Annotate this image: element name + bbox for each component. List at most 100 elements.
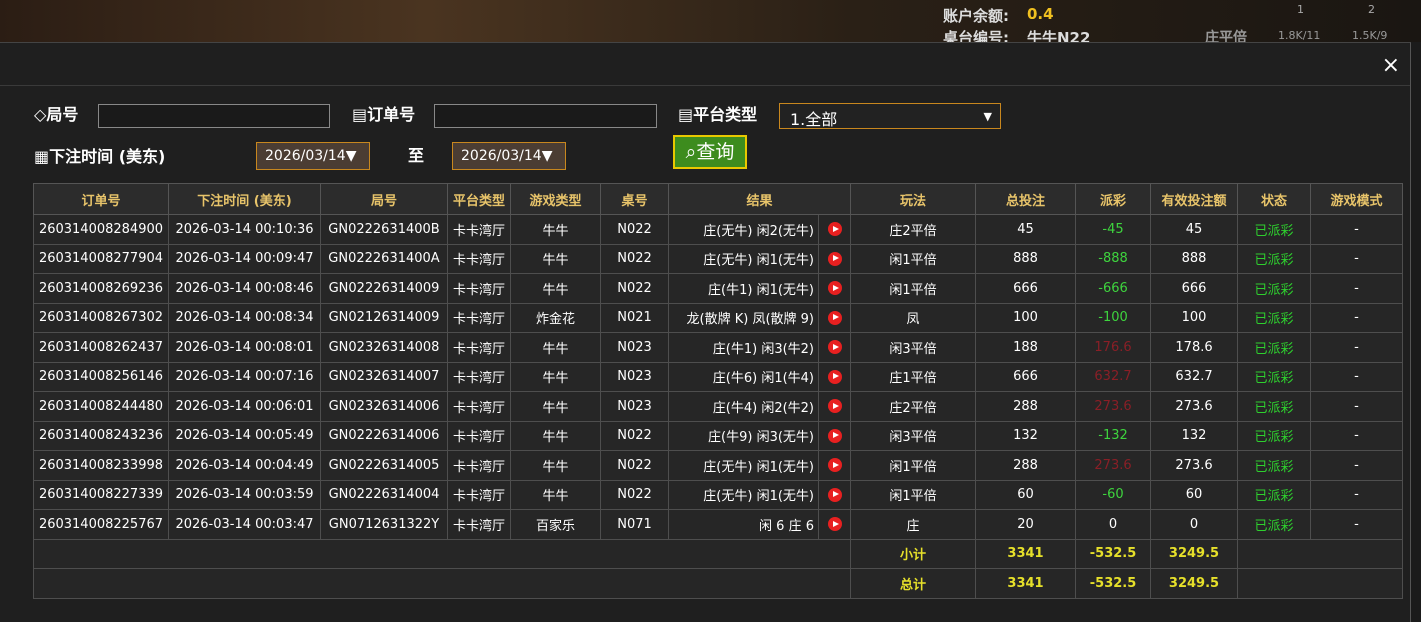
- replay-icon[interactable]: [827, 399, 842, 414]
- table-cell: N022: [600, 214, 669, 245]
- replay-icon[interactable]: [827, 369, 842, 384]
- column-header: 游戏模式: [1310, 183, 1404, 215]
- replay-icon[interactable]: [827, 428, 842, 443]
- table-cell: N023: [600, 391, 669, 422]
- replay-icon-cell: [817, 302, 852, 333]
- table-cell: GN0222631400B: [320, 214, 448, 245]
- table-cell: N022: [600, 243, 669, 274]
- table-cell: 已派彩: [1237, 214, 1312, 245]
- table-cell: GN02126314009: [320, 302, 448, 333]
- table-cell: -888: [1075, 243, 1152, 274]
- table-cell: -: [1310, 509, 1404, 540]
- table-cell: 888: [1150, 243, 1239, 274]
- table-cell: 2026-03-14 00:06:01: [168, 391, 321, 422]
- table-cell: 卡卡湾厅: [447, 302, 511, 333]
- table-cell: 60: [1150, 479, 1239, 510]
- table-cell: 632.7: [1150, 361, 1239, 392]
- table-cell: 已派彩: [1237, 361, 1312, 392]
- table-cell: -: [1310, 273, 1404, 304]
- table-cell: -: [1310, 391, 1404, 422]
- round-input[interactable]: [98, 104, 330, 128]
- time-label: ▦下注时间 (美东): [34, 147, 166, 166]
- subtotal-cell: 3341: [975, 538, 1077, 569]
- balance-label: 账户余额:: [943, 7, 1009, 25]
- table-row: 260314008256146 2026-03-14 00:07:16 GN0232…: [33, 361, 1404, 392]
- column-header: 有效投注额: [1150, 183, 1239, 215]
- table-cell: 132: [1150, 420, 1239, 451]
- table-cell: GN02326314006: [320, 391, 448, 422]
- table-cell: 牛牛: [510, 361, 601, 392]
- replay-icon[interactable]: [827, 251, 842, 266]
- query-button[interactable]: ⌕查询: [673, 135, 747, 169]
- column-header: 平台类型: [447, 183, 511, 215]
- table-row: 260314008269236 2026-03-14 00:08:46 GN0222…: [33, 273, 1404, 304]
- table-row: 260314008244480 2026-03-14 00:06:01 GN0232…: [33, 391, 1404, 422]
- table-cell: -: [1310, 361, 1404, 392]
- table-cell: 牛牛: [510, 214, 601, 245]
- replay-icon-cell: [817, 509, 852, 540]
- table-cell: 庄(牛1) 闲1(无牛): [668, 273, 819, 304]
- table-cell: 178.6: [1150, 332, 1239, 363]
- replay-icon-cell: [817, 273, 852, 304]
- replay-icon[interactable]: [827, 222, 842, 237]
- table-cell: 庄2平倍: [850, 391, 977, 422]
- table-cell: 176.6: [1075, 332, 1152, 363]
- order-input[interactable]: [434, 104, 657, 128]
- table-cell: 260314008284900: [33, 214, 169, 245]
- table-cell: 132: [975, 420, 1077, 451]
- date-to[interactable]: 2026/03/14▼: [452, 142, 566, 170]
- table-cell: 庄(无牛) 闲1(无牛): [668, 243, 819, 274]
- table-cell: 龙(散牌 K) 凤(散牌 9): [668, 302, 819, 333]
- close-button[interactable]: ×: [1381, 53, 1400, 78]
- table-cell: 260314008277904: [33, 243, 169, 274]
- replay-icon[interactable]: [827, 310, 842, 325]
- column-header: 状态: [1237, 183, 1312, 215]
- replay-icon[interactable]: [827, 517, 842, 532]
- table-cell: -: [1310, 420, 1404, 451]
- table-cell: 卡卡湾厅: [447, 214, 511, 245]
- table-cell: 260314008233998: [33, 450, 169, 481]
- table-cell: 2026-03-14 00:10:36: [168, 214, 321, 245]
- table-cell: 庄(牛9) 闲3(无牛): [668, 420, 819, 451]
- table-cell: 2026-03-14 00:08:46: [168, 273, 321, 304]
- table-row: 260314008233998 2026-03-14 00:04:49 GN0222…: [33, 450, 1404, 481]
- table-cell: 260314008225767: [33, 509, 169, 540]
- replay-icon[interactable]: [827, 340, 842, 355]
- total-cell: 总计: [850, 568, 977, 599]
- replay-icon-cell: [817, 391, 852, 422]
- subtotal-cell: 3249.5: [1150, 538, 1239, 569]
- total-row: 总计 3341 -532.5 3249.5: [32, 568, 1404, 599]
- table-cell: 卡卡湾厅: [447, 509, 511, 540]
- table-cell: 牛牛: [510, 420, 601, 451]
- replay-icon[interactable]: [827, 281, 842, 296]
- table-cell: -45: [1075, 214, 1152, 245]
- table-cell: 20: [975, 509, 1077, 540]
- table-cell: 188: [975, 332, 1077, 363]
- table-cell: 闲3平倍: [850, 332, 977, 363]
- table-cell: 260314008244480: [33, 391, 169, 422]
- road-value: 1.5K/9: [1352, 29, 1388, 42]
- table-cell: 2026-03-14 00:08:01: [168, 332, 321, 363]
- round-label-text: 局号: [46, 105, 79, 124]
- replay-icon-cell: [817, 361, 852, 392]
- table-cell: 666: [975, 273, 1077, 304]
- column-header: 下注时间 (美东): [168, 183, 321, 215]
- table-cell: -132: [1075, 420, 1152, 451]
- table-cell: -: [1310, 214, 1404, 245]
- table-row: 260314008227339 2026-03-14 00:03:59 GN0222…: [33, 479, 1404, 510]
- table-cell: GN0712631322Y: [320, 509, 448, 540]
- table-cell: GN02226314005: [320, 450, 448, 481]
- replay-icon-cell: [817, 332, 852, 363]
- date-from[interactable]: 2026/03/14▼: [256, 142, 370, 170]
- table-cell: 273.6: [1150, 450, 1239, 481]
- table-cell: 庄1平倍: [850, 361, 977, 392]
- table-cell: 闲1平倍: [850, 243, 977, 274]
- table-cell: 100: [1150, 302, 1239, 333]
- table-cell: 庄(无牛) 闲2(无牛): [668, 214, 819, 245]
- replay-icon[interactable]: [827, 487, 842, 502]
- platform-select[interactable]: 1.全部 ▼: [779, 103, 1001, 129]
- order-label-text: 订单号: [367, 105, 416, 124]
- replay-icon[interactable]: [827, 458, 842, 473]
- table-cell: 2026-03-14 00:07:16: [168, 361, 321, 392]
- table-cell: GN0222631400A: [320, 243, 448, 274]
